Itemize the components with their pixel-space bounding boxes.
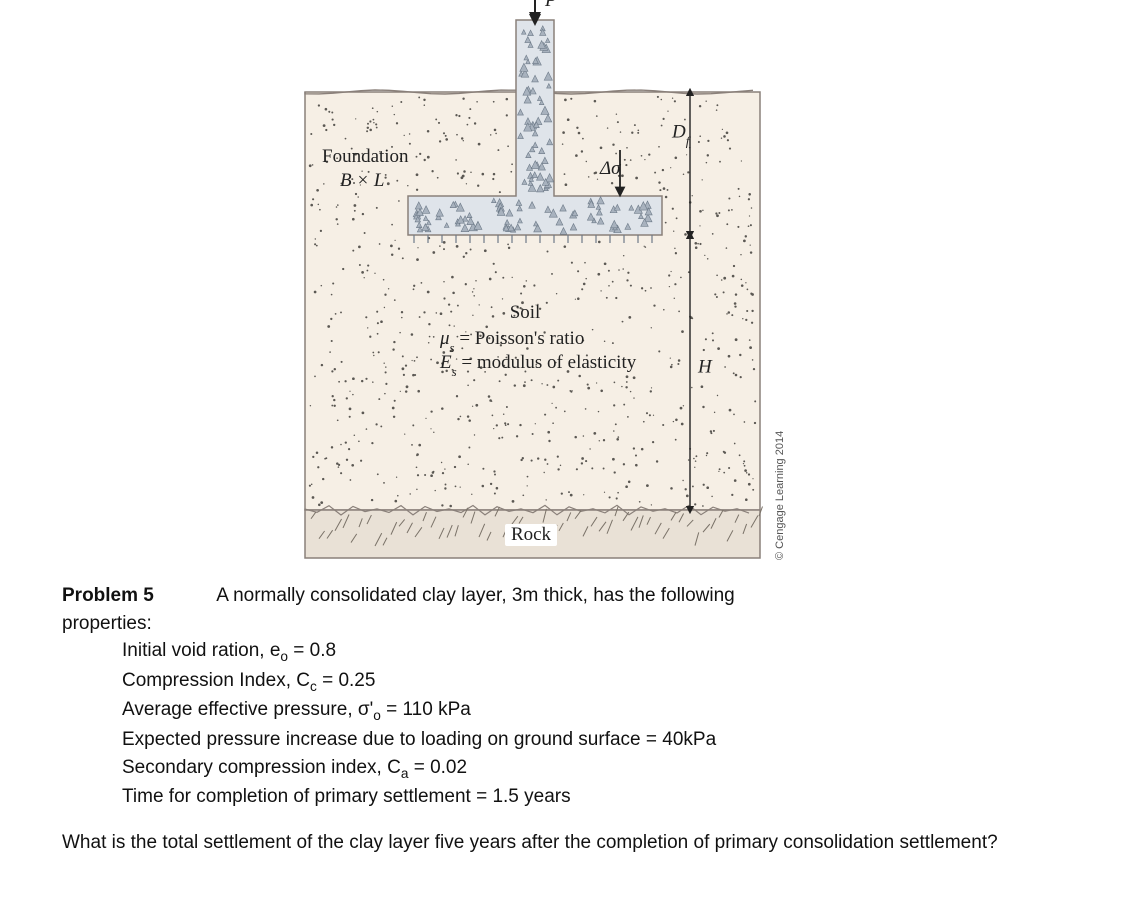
foundation-diagram: PΔσDfHFoundationB × LSoilμs = Poisson's … [300,0,770,560]
copyright-text: © Cengage Learning 2014 [774,431,786,560]
problem-intro-b: properties: [62,610,1062,638]
prop-line: Expected pressure increase due to loadin… [122,726,1062,754]
problem-intro-a: A normally consolidated clay layer, 3m t… [216,585,735,606]
svg-text:P: P [544,0,557,11]
problem-text: Problem 5 A normally consolidated clay l… [62,582,1062,856]
svg-text:Δσ: Δσ [599,158,621,179]
svg-text:H: H [697,357,713,378]
prop-line: Average effective pressure, σ'o = 110 kP… [122,696,1062,726]
problem-question: What is the total settlement of the clay… [62,829,1062,857]
svg-text:Rock: Rock [511,524,552,545]
prop-line: Initial void ration, eo = 0.8 [122,637,1062,667]
svg-text:B × L: B × L [340,170,385,191]
svg-text:Soil: Soil [510,302,541,323]
problem-number: Problem 5 [62,585,154,606]
prop-line: Secondary compression index, Ca = 0.02 [122,754,1062,784]
prop-line: Compression Index, Cc = 0.25 [122,667,1062,697]
prop-line: Time for completion of primary settlemen… [122,783,1062,811]
svg-text:Foundation: Foundation [322,146,409,167]
